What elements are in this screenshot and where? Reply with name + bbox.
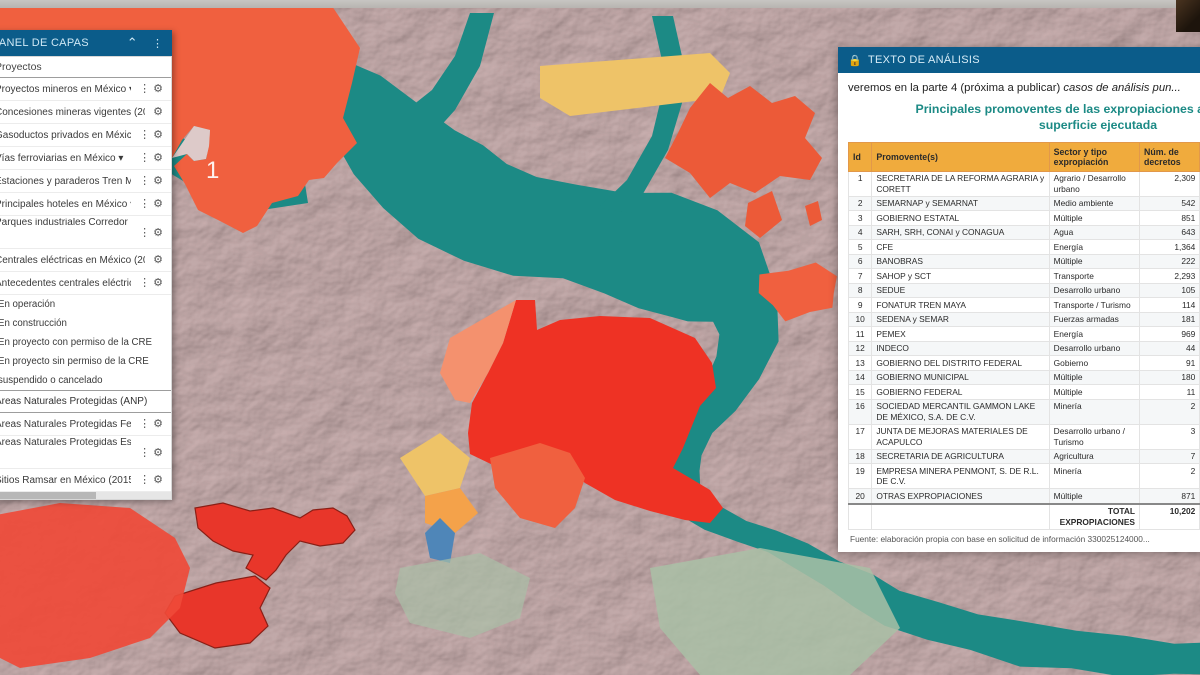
svg-text:1: 1	[206, 157, 219, 184]
